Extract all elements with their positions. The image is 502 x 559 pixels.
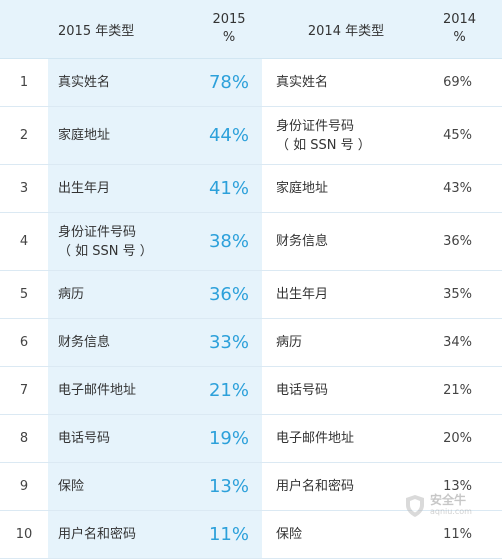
type-2014-cell: 真实姓名 <box>262 59 430 107</box>
type-2014-cell-line: 财务信息 <box>276 234 329 249</box>
table-header-row: 2015 年类型 2015 % 2014 年类型 2014 % <box>0 0 502 59</box>
pct-2014-cell: 45% <box>430 107 502 165</box>
table-row: 9 保险 13% 用户名和密码 13% <box>0 463 502 511</box>
pct-2015-cell: 13% <box>196 463 262 511</box>
pct-2015-cell: 21% <box>196 367 262 415</box>
pct-2015-cell: 41% <box>196 165 262 213</box>
type-2015-cell: 真实姓名 <box>48 59 196 107</box>
pct-2015-cell: 11% <box>196 511 262 559</box>
type-2015-cell-line: （ 如 SSN 号 ） <box>58 243 153 259</box>
shield-icon <box>406 495 424 517</box>
rank-cell: 8 <box>0 415 48 463</box>
type-2015-cell-line: 财务信息 <box>58 335 111 350</box>
watermark-name-en: aqniu.com <box>430 507 472 516</box>
table-row: 5 病历 36% 出生年月 35% <box>0 271 502 319</box>
pct-2015-cell: 38% <box>196 213 262 271</box>
type-2014-cell-line: 用户名和密码 <box>276 479 355 494</box>
type-2014-cell: 病历 <box>262 319 430 367</box>
type-2015-cell-line: 真实姓名 <box>58 75 111 90</box>
type-2014-cell: 电话号码 <box>262 367 430 415</box>
type-2015-cell-line: 出生年月 <box>58 181 111 196</box>
pct-2014-cell: 35% <box>430 271 502 319</box>
rank-cell: 4 <box>0 213 48 271</box>
type-2014-cell-line: 真实姓名 <box>276 75 329 90</box>
rank-cell: 5 <box>0 271 48 319</box>
table-row: 1 真实姓名 78% 真实姓名 69% <box>0 59 502 107</box>
type-2015-cell: 病历 <box>48 271 196 319</box>
header-rank-cell <box>0 0 48 59</box>
pct-2015-cell: 33% <box>196 319 262 367</box>
type-2014-cell: 财务信息 <box>262 213 430 271</box>
type-2015-cell: 财务信息 <box>48 319 196 367</box>
pct-2014-cell: 69% <box>430 59 502 107</box>
header-pct-2014-unit: % <box>453 30 466 45</box>
rank-cell: 10 <box>0 511 48 559</box>
rank-cell: 9 <box>0 463 48 511</box>
rank-cell: 3 <box>0 165 48 213</box>
type-2015-cell-line: 电话号码 <box>58 431 111 446</box>
rank-cell: 1 <box>0 59 48 107</box>
table-row: 3 出生年月 41% 家庭地址 43% <box>0 165 502 213</box>
type-2015-cell-line: 保险 <box>58 479 85 494</box>
header-pct-2015-year: 2015 <box>212 12 246 27</box>
type-2014-cell-line: 身份证件号码 <box>276 118 355 134</box>
header-type-2015: 2015 年类型 <box>48 0 196 59</box>
type-2014-cell: 家庭地址 <box>262 165 430 213</box>
rank-cell: 6 <box>0 319 48 367</box>
header-pct-2014-year: 2014 <box>442 12 477 27</box>
rank-cell: 7 <box>0 367 48 415</box>
type-2015-cell: 保险 <box>48 463 196 511</box>
type-2015-cell: 电话号码 <box>48 415 196 463</box>
type-2014-cell-line: 电子邮件地址 <box>276 431 355 446</box>
type-2014-cell-line: 病历 <box>276 335 303 350</box>
type-2014-cell: 身份证件号码 （ 如 SSN 号 ） <box>262 107 430 165</box>
rank-cell: 2 <box>0 107 48 165</box>
watermark-name-cn: 安全牛 <box>430 493 467 507</box>
type-2014-cell-line: 家庭地址 <box>276 181 329 196</box>
type-2015-cell: 出生年月 <box>48 165 196 213</box>
pct-2015-cell: 78% <box>196 59 262 107</box>
header-pct-2015-unit: % <box>222 30 236 45</box>
pct-2014-cell: 43% <box>430 165 502 213</box>
type-2015-cell-line: 身份证件号码 <box>58 224 137 240</box>
type-2014-cell-line: 出生年月 <box>276 287 329 302</box>
pct-2014-cell: 20% <box>430 415 502 463</box>
type-2014-cell: 出生年月 <box>262 271 430 319</box>
pct-2015-cell: 19% <box>196 415 262 463</box>
table-row: 4 身份证件号码 （ 如 SSN 号 ） 38% 财务信息 36% <box>0 213 502 271</box>
watermark-logo: 安全牛 aqniu.com <box>404 491 498 521</box>
pct-2014-cell: 13% <box>430 463 502 511</box>
type-2015-cell: 用户名和密码 <box>48 511 196 559</box>
type-2014-cell-line: 电话号码 <box>276 383 329 398</box>
type-2015-cell: 家庭地址 <box>48 107 196 165</box>
pct-2015-cell: 36% <box>196 271 262 319</box>
type-2014-cell: 用户名和密码 <box>262 463 430 511</box>
type-2015-cell: 电子邮件地址 <box>48 367 196 415</box>
pct-2014-cell: 36% <box>430 213 502 271</box>
type-2015-cell-line: 病历 <box>58 287 85 302</box>
pct-2014-cell: 21% <box>430 367 502 415</box>
pct-2014-cell: 34% <box>430 319 502 367</box>
header-pct-2015: 2015 % <box>196 0 262 59</box>
type-2015-cell-line: 用户名和密码 <box>58 527 137 542</box>
type-2015-cell-line: 电子邮件地址 <box>58 383 137 398</box>
type-2014-cell-line: （ 如 SSN 号 ） <box>276 137 371 153</box>
table-row: 7 电子邮件地址 21% 电话号码 21% <box>0 367 502 415</box>
table-row: 6 财务信息 33% 病历 34% <box>0 319 502 367</box>
header-pct-2014: 2014 % <box>430 0 502 59</box>
type-2014-cell: 电子邮件地址 <box>262 415 430 463</box>
header-type-2014: 2014 年类型 <box>262 0 430 59</box>
type-2015-cell-line: 家庭地址 <box>58 128 111 143</box>
type-2015-cell: 身份证件号码 （ 如 SSN 号 ） <box>48 213 196 271</box>
pct-2015-cell: 44% <box>196 107 262 165</box>
table-row: 2 家庭地址 44% 身份证件号码 （ 如 SSN 号 ） 45% <box>0 107 502 165</box>
type-2014-cell-line: 保险 <box>276 527 303 542</box>
table-row: 8 电话号码 19% 电子邮件地址 20% <box>0 415 502 463</box>
